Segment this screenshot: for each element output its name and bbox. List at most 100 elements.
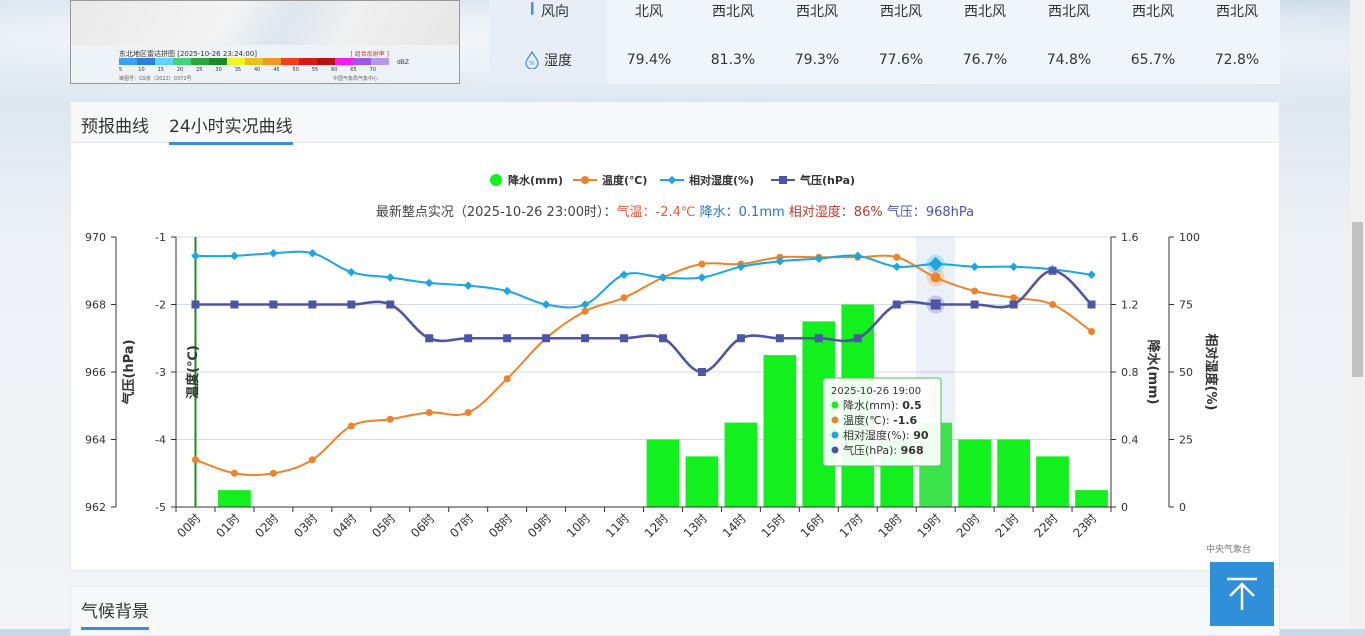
humidity-row: % 湿度 79.4% 81.3% 79.3% 77.6% 76.7% 74.8%… [489,45,1280,75]
pressure-axis-tick-label: 966 [85,366,106,379]
radar-scale-swatch [371,58,389,65]
legend-item-temp[interactable]: 温度(℃) [573,173,647,187]
legend-marker [668,176,676,184]
radar-scale-swatch [353,58,371,65]
temp-point [1010,294,1017,301]
radar-map-land [71,1,460,45]
temp-point [231,470,238,477]
radar-scale-swatch [173,58,191,65]
scrollbar-thumb[interactable] [1352,222,1363,377]
pressure-axis-title: 气压(hPa) [121,339,137,404]
humidity-axis-tick-label: 50 [1179,366,1193,379]
humidity-point [308,249,316,257]
x-axis-tick-label: 20时 [954,511,983,540]
radar-scale-swatch [263,58,281,65]
radar-scale-label: 20 [177,67,196,73]
legend-label: 气压(hPa) [799,173,855,187]
radar-scale-swatch [209,58,227,65]
temp-point [698,261,705,268]
radar-map-image[interactable]: 东北地区雷达拼图 [2025-10-26 23:24:00] [ 组合反射率 ]… [70,0,460,84]
rain-bar [763,355,796,507]
humidity-line [195,252,1091,308]
humidity-axis-title: 相对湿度(%) [1203,334,1219,411]
tab-24h-observed-curve[interactable]: 24小时实况曲线 [169,112,293,145]
radar-scale-label: 45 [273,67,292,73]
pressure-point [269,301,277,309]
x-axis-tick-label: 17时 [837,511,866,540]
rain-bar [218,490,251,507]
radar-color-scale [119,58,389,65]
x-axis-tick-label: 02时 [252,511,281,540]
pressure-point [931,300,941,310]
legend-item-pressure[interactable]: 气压(hPa) [771,173,855,187]
temp-point [309,456,316,463]
pressure-point [776,334,784,342]
x-axis-tick-label: 01时 [213,511,242,540]
pressure-point [1049,267,1057,275]
temp-line [195,256,1091,475]
pressure-point [971,301,979,309]
x-axis-tick-label: 07时 [447,511,476,540]
arrow-up-icon [1225,576,1259,612]
pressure-point [386,301,394,309]
tooltip-row-value: 0.5 [902,399,922,412]
temp-point [426,409,433,416]
rain-axis-title: 降水(mm) [1145,340,1161,405]
tooltip-row: 气压(hPa): 968 [843,443,924,457]
radar-scale-label: 70 [370,67,389,73]
temp-point [504,375,511,382]
legend-item-rain[interactable]: 降水(mm) [490,173,563,187]
pressure-point [620,334,628,342]
humidity-point [620,271,628,279]
legend-marker [581,176,589,184]
tooltip-row-label: 温度(℃): [843,413,893,427]
humidity-point [386,273,394,281]
tooltip-row: 温度(℃): -1.6 [843,413,918,427]
radar-unit: dBZ [397,59,409,66]
pressure-point [659,334,667,342]
temp-axis-tick-label: -4 [155,434,166,447]
humidity-cell: 79.4% [607,52,691,68]
rain-bar [1075,490,1108,507]
pressure-point [893,301,901,309]
x-axis-tick-label: 05时 [369,511,398,540]
pressure-point [464,334,472,342]
humidity-point [230,252,238,260]
back-to-top-button[interactable] [1210,562,1274,626]
curve-card: 预报曲线 24小时实况曲线 降水(mm) 温度(℃) 相对湿度(%) 气压(hPa) 最… [70,101,1280,571]
x-axis-tick-label: 00时 [174,511,203,540]
temp-axis-tick-label: -3 [155,366,166,379]
rain-bar [725,423,758,507]
temp-point [1049,301,1056,308]
x-axis-tick-label: 06时 [408,511,437,540]
temp-axis-tick-label: -5 [155,501,166,514]
water-drop-icon: % [524,51,540,69]
radar-footer: 审图号：GS京（2022）0372号 [119,75,192,82]
tooltip-row-value: 968 [901,444,924,457]
svg-text:%: % [529,60,535,67]
tab-forecast-curve[interactable]: 预报曲线 [81,112,149,142]
observation-chart[interactable]: 降水(mm) 温度(℃) 相对湿度(%) 气压(hPa) 最新整点实况（2025-10-… [71,142,1279,570]
climate-background-title[interactable]: 气候背景 [81,597,149,630]
tooltip-row-value: 90 [913,429,929,442]
rain-bar [1036,456,1069,507]
legend-item-humidity[interactable]: 相对湿度(%) [660,173,754,187]
x-axis-tick-label: 14时 [720,511,749,540]
subtitle-part: 降水：0.1mm [700,205,785,220]
tooltip-row-label: 相对湿度(%): [843,428,913,442]
humidity-cell: 72.8% [1195,52,1279,68]
temp-point [192,456,199,463]
temp-point [348,423,355,430]
page-scrollbar[interactable] [1350,0,1365,629]
rain-bar [958,440,991,508]
temp-point [931,273,941,283]
radar-scale-label: 25 [196,67,215,73]
legend-marker [779,176,787,184]
wind-cell: 北风 [607,1,691,21]
pressure-axis-tick-label: 962 [85,501,106,514]
tooltip-swatch [832,402,839,409]
subtitle-part: 最新整点实况（2025-10-26 23:00时）： [376,204,617,220]
humidity-point [698,273,706,281]
rain-bar [686,456,719,507]
rain-axis-tick-label: 0.8 [1121,366,1139,379]
